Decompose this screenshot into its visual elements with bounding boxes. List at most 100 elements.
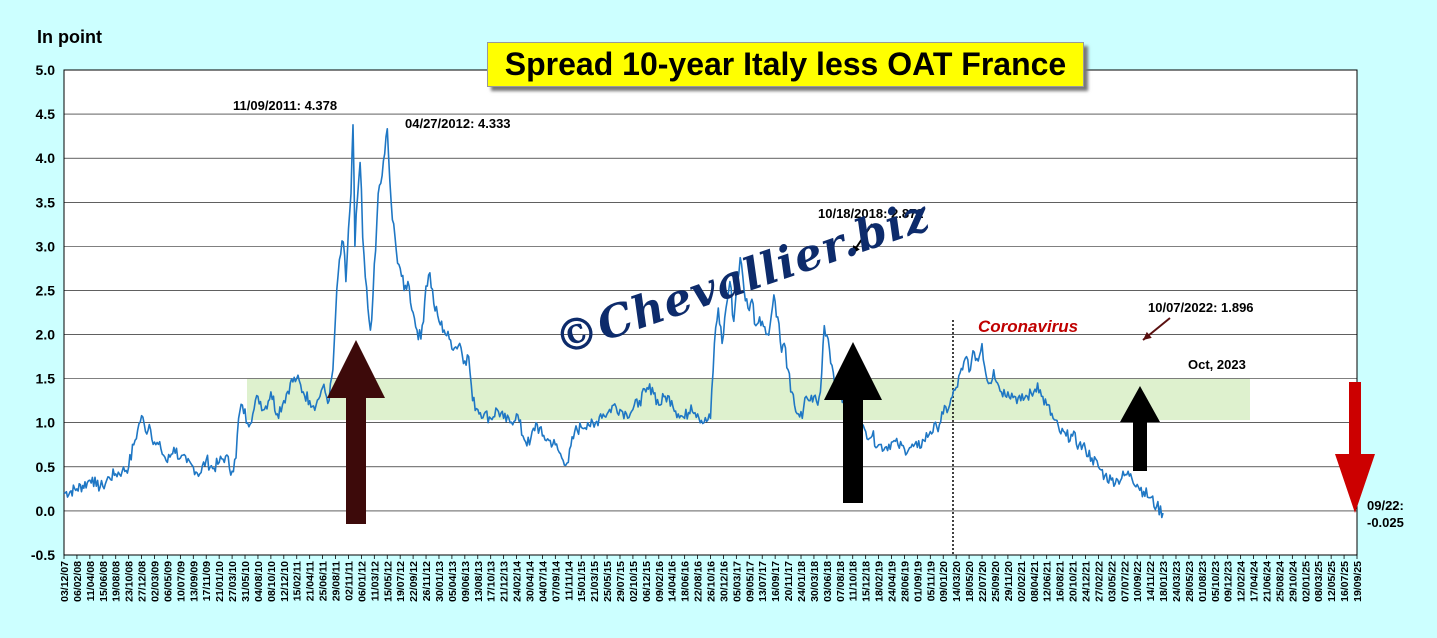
x-tick-label: 09/01/20	[938, 561, 950, 602]
x-tick-label: 16/08/21	[1055, 561, 1067, 602]
x-tick-label: 10/07/09	[175, 561, 187, 602]
x-tick-label: 11/11/14	[563, 561, 575, 601]
x-tick-label: 24/03/23	[1171, 561, 1183, 602]
arrow-2011-crisis	[327, 340, 385, 524]
x-tick-label: 09/12/23	[1223, 561, 1235, 602]
x-tick-label: 25/06/11	[318, 561, 330, 601]
x-tick-label: 06/01/12	[356, 561, 368, 602]
x-tick-label: 02/11/11	[343, 561, 355, 601]
x-tick-label: 06/05/09	[162, 561, 174, 602]
y-tick-label: 3.5	[36, 194, 56, 210]
x-tick-label: 17/11/09	[201, 561, 213, 601]
x-tick-label: 21/12/13	[499, 561, 511, 602]
x-tick-label: 24/02/14	[512, 561, 524, 602]
x-tick-label: 29/10/24	[1287, 561, 1299, 602]
x-tick-label: 09/02/16	[654, 561, 666, 602]
x-tick-label: 31/05/10	[240, 561, 252, 602]
x-tick-label: 05/11/19	[925, 561, 937, 601]
pointer-2018-peak-head	[852, 245, 860, 254]
x-tick-label: 11/04/08	[85, 561, 97, 601]
x-tick-label: 22/08/16	[693, 561, 705, 602]
x-tick-label: 08/10/10	[266, 561, 278, 602]
x-tick-label: 03/12/07	[59, 561, 71, 602]
x-tick-label: 06/02/08	[72, 561, 84, 602]
x-tick-label: 07/09/14	[550, 561, 562, 602]
x-tick-label: 17/10/13	[486, 561, 498, 602]
x-tick-label: 06/12/15	[641, 561, 653, 602]
x-tick-label: 29/07/15	[615, 561, 627, 602]
x-tick-label: 24/01/18	[796, 561, 808, 602]
x-tick-label: 30/03/18	[809, 561, 821, 602]
x-tick-label: 15/06/08	[98, 561, 110, 602]
x-tick-label: 04/07/14	[537, 561, 549, 602]
x-tick-label: 16/09/17	[770, 561, 782, 602]
x-tick-label: 07/07/22	[1119, 561, 1131, 602]
x-tick-label: 08/04/21	[1029, 561, 1041, 602]
x-tick-label: 13/07/17	[757, 561, 769, 602]
y-tick-label: 5.0	[36, 62, 56, 78]
x-tick-label: 02/02/21	[1016, 561, 1028, 602]
y-tick-label: 4.5	[36, 106, 56, 122]
x-tick-label: 18/02/19	[874, 561, 886, 602]
x-tick-label: 27/02/22	[1093, 561, 1105, 602]
annotation-2012-peak: 04/27/2012: 4.333	[405, 116, 511, 131]
arrow-2022-rise	[1120, 386, 1160, 471]
x-tick-label: 15/12/18	[861, 561, 873, 602]
x-tick-label: 19/07/12	[395, 561, 407, 602]
x-tick-label: 03/05/22	[1106, 561, 1118, 602]
arrow-2018-crisis	[824, 342, 882, 503]
x-tick-label: 08/03/25	[1313, 561, 1325, 602]
x-tick-label: 09/06/13	[460, 561, 472, 602]
y-tick-label: 2.0	[36, 327, 56, 343]
x-tick-label: 21/01/10	[214, 561, 226, 602]
y-unit-label: In point	[37, 27, 102, 47]
x-tick-label: 02/03/09	[150, 561, 162, 602]
x-tick-label: 23/10/08	[124, 561, 136, 602]
x-tick-label: 05/10/23	[1210, 561, 1222, 602]
annotation-2011-peak: 11/09/2011: 4.378	[233, 98, 338, 113]
x-tick-label: 19/08/08	[111, 561, 123, 602]
x-tick-label: 24/12/21	[1080, 561, 1092, 602]
spread-series-line	[63, 124, 1164, 519]
x-tick-label: 12/12/10	[279, 561, 291, 602]
x-tick-label: 17/04/24	[1249, 561, 1261, 602]
y-tick-label: 0.0	[36, 503, 56, 519]
x-tick-label: 27/03/10	[227, 561, 239, 602]
x-tick-label: 15/05/12	[382, 561, 394, 602]
annotation-2022-peak: 10/07/2022: 1.896	[1148, 300, 1254, 315]
x-tick-label: 18/06/16	[680, 561, 692, 602]
x-tick-label: 01/09/19	[912, 561, 924, 602]
x-tick-label: 30/04/14	[524, 561, 536, 602]
y-tick-label: -0.5	[31, 547, 55, 563]
chart-title: Spread 10-year Italy less OAT France	[487, 42, 1084, 87]
x-tick-label: 29/11/20	[1003, 561, 1015, 601]
x-tick-label: 10/09/22	[1132, 561, 1144, 602]
x-tick-label: 14/04/16	[667, 561, 679, 602]
x-tick-label: 28/05/23	[1184, 561, 1196, 602]
x-tick-label: 26/11/12	[421, 561, 433, 601]
x-tick-label: 12/02/24	[1236, 561, 1248, 602]
x-tick-label: 18/05/20	[964, 561, 976, 602]
x-tick-label: 03/06/18	[822, 561, 834, 602]
x-tick-label: 11/03/12	[369, 561, 381, 601]
range-band	[247, 378, 1250, 421]
x-tick-label: 13/08/13	[473, 561, 485, 602]
x-tick-label: 30/12/16	[718, 561, 730, 602]
y-tick-label: 1.0	[36, 415, 56, 431]
x-tick-label: 14/11/22	[1145, 561, 1157, 601]
x-tick-label: 14/03/20	[951, 561, 963, 602]
annotation-last-date: 09/22:	[1367, 498, 1404, 513]
y-tick-label: 4.0	[36, 150, 56, 166]
y-tick-label: 2.5	[36, 282, 56, 298]
x-tick-label: 15/02/11	[292, 561, 304, 601]
x-tick-label: 29/08/11	[331, 561, 343, 601]
pointer-2022-peak-head	[1143, 331, 1152, 340]
x-tick-label: 20/11/17	[783, 561, 795, 601]
x-tick-label: 04/08/10	[253, 561, 265, 602]
arrow-latest-drop	[1335, 382, 1375, 513]
x-tick-label: 05/03/17	[731, 561, 743, 602]
x-tick-label: 26/10/16	[706, 561, 718, 602]
annotation-last-value: -0.025	[1367, 515, 1404, 530]
x-tick-label: 02/01/25	[1300, 561, 1312, 602]
